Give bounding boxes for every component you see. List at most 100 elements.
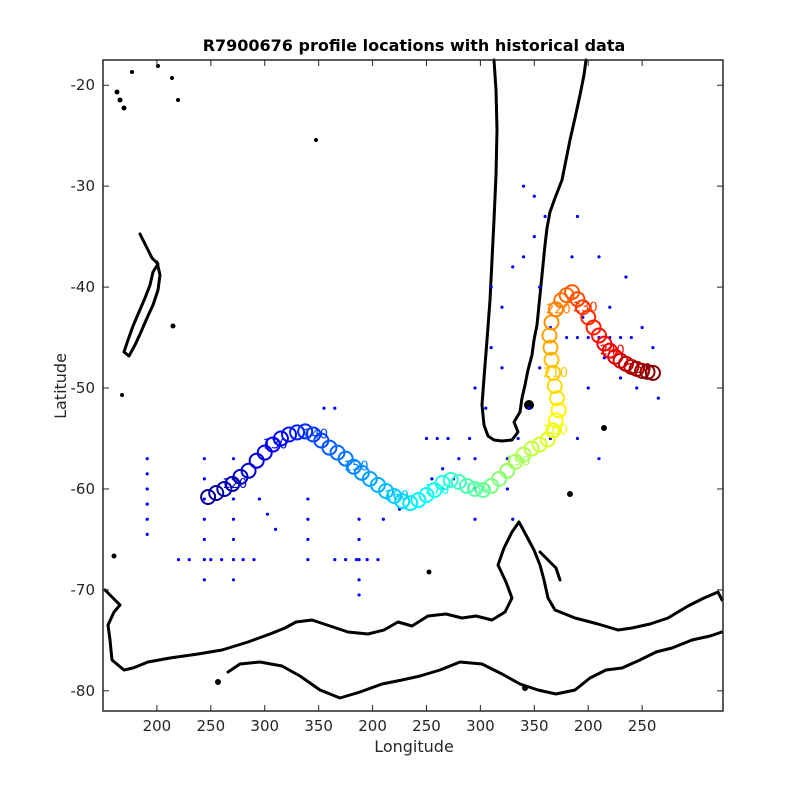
profile-number-label: 240 [600,344,625,359]
historical-point [489,285,493,289]
historical-point [202,497,206,501]
historical-point [202,477,206,481]
historical-point [543,214,547,219]
profile-point [634,362,651,379]
historical-point [538,366,542,370]
island [215,679,221,685]
coastline-antarctica-shelf [226,630,724,700]
coastline-south-america [480,58,588,443]
historical-point [575,436,580,441]
y-tick-label: -20 [71,76,96,94]
historical-point [322,406,326,410]
profile-number-label: 210 [543,366,568,381]
profile-point [639,363,656,380]
historical-point [257,497,261,501]
historical-point [306,537,310,542]
island [426,569,432,575]
historical-point [265,512,270,516]
historical-point [231,517,236,521]
profile-point [272,430,289,447]
historical-point [538,285,542,289]
historical-point [424,436,429,441]
historical-point [354,558,358,562]
y-tick-label: -50 [71,379,96,397]
historical-point [457,457,461,461]
profile-point [531,436,548,453]
y-axis-label: Latitude [51,353,70,419]
profile-point [491,470,508,487]
historical-point [376,558,380,562]
profile-point [216,480,233,497]
profile-number-label: 190 [505,455,530,470]
profile-point [321,439,338,456]
historical-point [446,436,450,441]
island [522,685,528,691]
historical-point [618,376,623,380]
profile-number-label: 230 [573,300,598,315]
historical-point [468,436,472,441]
profile-point [547,412,564,429]
historical-point [344,558,348,562]
profile-point [240,462,257,479]
historical-point [187,558,191,562]
historical-point [145,517,149,521]
x-tick-label: 350 [520,717,549,735]
plot-area-frame [102,59,724,712]
profile-number-label: 150 [344,460,369,475]
historical-point [357,537,361,542]
x-axis-label: Longitude [374,737,454,756]
profile-point [542,339,559,356]
island [601,425,607,431]
profile-point [402,495,419,512]
historical-point [333,406,337,410]
historical-point [202,558,206,562]
profile-point [442,471,459,488]
historical-point [333,558,337,562]
historical-point [473,517,477,521]
historical-point [575,214,580,219]
historical-point [618,335,623,340]
historical-point [145,472,149,476]
historical-point [220,558,224,562]
profile-point [208,484,225,501]
historical-point [500,366,504,370]
historical-point [656,396,660,400]
coastline-antarctica [103,520,724,672]
profile-labels: 120 130 140 150 160 170 180 190 200 210 220 230 2402… [222,300,651,504]
profile-point [553,292,570,309]
x-tick-label: 350 [304,717,333,735]
historical-point [586,386,590,390]
x-tick-label: 250 [412,717,441,735]
profile-number-label: 220 [546,302,571,317]
historical-point [532,235,536,239]
island [567,491,573,497]
historical-point [532,194,536,198]
historical-point [629,335,633,340]
historical-point [306,558,310,562]
profile-point [418,487,435,504]
historical-point [145,532,149,536]
profile-point [467,480,483,497]
profile-point [475,481,492,498]
profile-point [434,474,451,491]
historical-point [640,325,644,330]
historical-point [473,457,477,461]
profile-points [200,284,661,512]
profile-point [200,489,217,506]
historical-point [381,517,385,521]
island [111,553,117,559]
historical-point [231,497,236,501]
historical-point [231,558,236,562]
historical-point [505,487,509,491]
historical-point [430,477,434,481]
y-tick-label: -40 [71,278,96,296]
historical-point [252,558,256,562]
historical-point [441,467,445,471]
historical-point [435,436,439,441]
historical-point [511,517,515,521]
historical-point [306,497,310,501]
x-tick-label: 250 [628,717,657,735]
profile-point [569,291,586,308]
historical-point [365,558,369,562]
